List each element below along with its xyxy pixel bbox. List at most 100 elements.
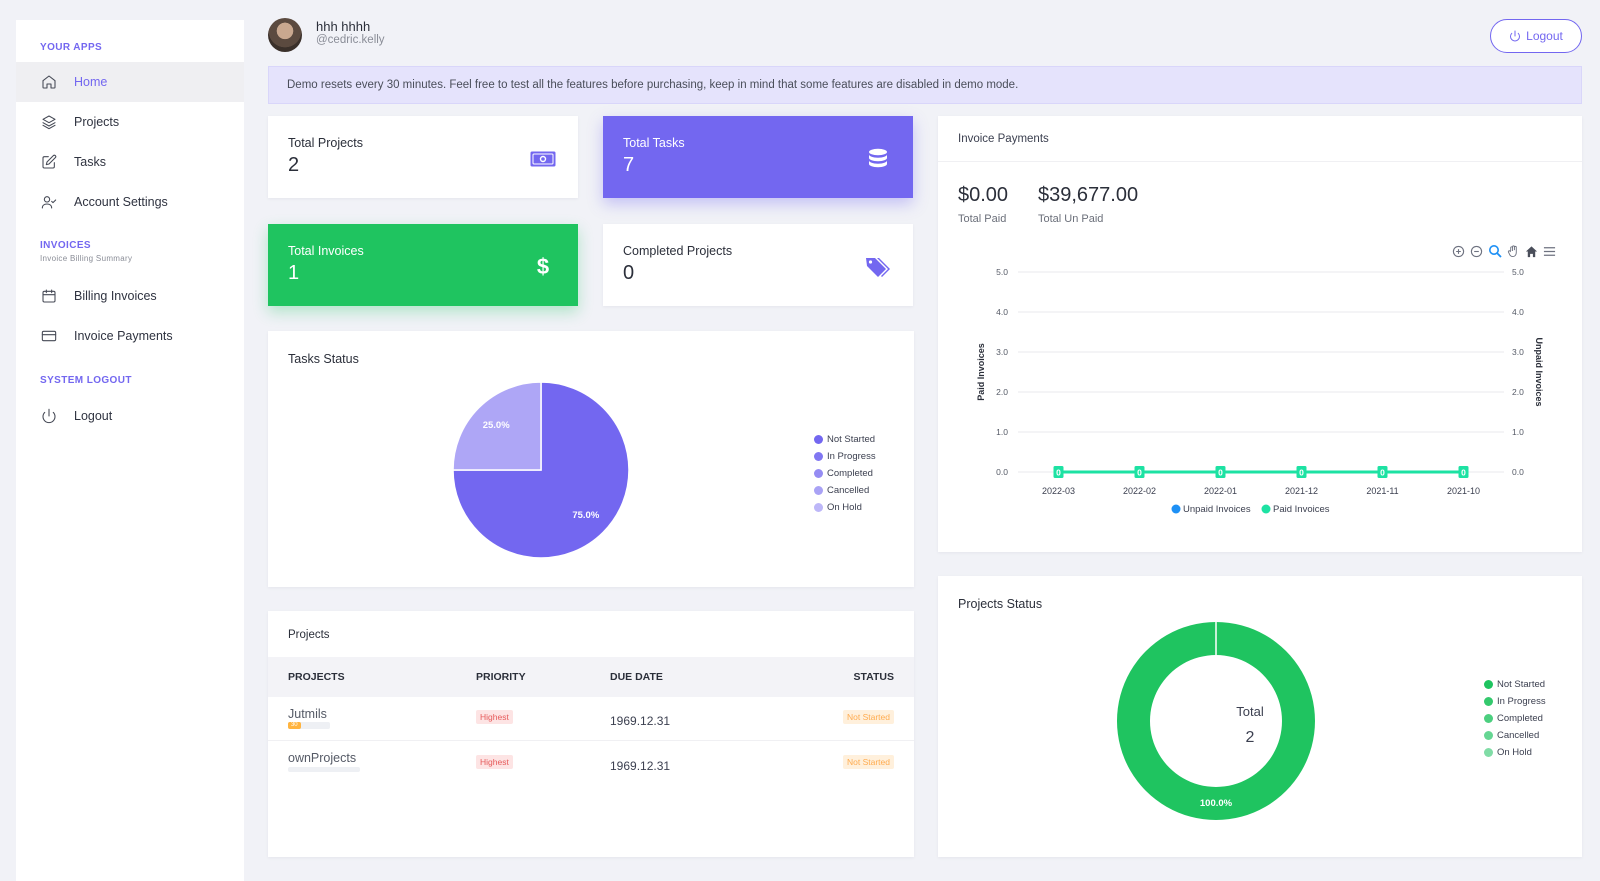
sidebar-item-label: Home: [74, 75, 108, 89]
legend-item[interactable]: In Progress: [1484, 693, 1546, 710]
legend-label: In Progress: [827, 451, 876, 462]
tasks-status-pie-chart: 75.0% 25.0%: [452, 381, 630, 559]
sidebar-item-billing-invoices[interactable]: Billing Invoices: [16, 276, 244, 316]
due-date: 1969.12.31: [610, 714, 671, 728]
pie-slice-completed[interactable]: [452, 381, 542, 471]
section-title: INVOICES: [40, 240, 91, 251]
stat-label: Completed Projects: [623, 244, 733, 258]
calendar-icon: [40, 287, 58, 305]
data-label-box: [1458, 466, 1469, 478]
data-label: 0: [1218, 468, 1223, 478]
y-tick-label-left: 1.0: [996, 427, 1008, 437]
legend-label: Cancelled: [1497, 730, 1540, 741]
sidebar-item-tasks[interactable]: Tasks: [16, 142, 244, 182]
card-title: Projects Status: [958, 597, 1043, 611]
projects-table-card: Projects PROJECTS PRIORITY DUE DATE STAT…: [268, 611, 914, 857]
legend-dot: [814, 486, 823, 495]
x-tick-label: 2021-10: [1447, 486, 1480, 496]
legend-dot: [814, 469, 823, 478]
x-tick-label: 2022-02: [1123, 486, 1156, 496]
legend-item[interactable]: Completed: [1484, 710, 1546, 727]
invoice-line-chart: 0.0 0.0 1.0 1.0 2.0 2.0 3.0 3.0 4.0 4.0 5.0 5.0 Paid…: [976, 267, 1544, 515]
sidebar-item-home[interactable]: Home: [16, 62, 244, 102]
zoom-in-icon[interactable]: [1452, 245, 1465, 258]
stat-label: Total Projects: [288, 136, 364, 150]
donut-slice-label: 100.0%: [1200, 798, 1233, 809]
y-tick-label-right: 4.0: [1512, 307, 1524, 317]
project-name[interactable]: Jutmils: [288, 707, 327, 721]
y-tick-label-right: 5.0: [1512, 267, 1524, 277]
layers-icon: [40, 113, 58, 131]
table-row[interactable]: Jutmils 30 Highest 1969.12.31 Not Starte…: [268, 697, 914, 741]
pan-hand-icon[interactable]: [1507, 244, 1520, 258]
data-label-box: [1296, 466, 1307, 478]
legend-item[interactable]: Not Started: [814, 431, 876, 448]
project-progress-bar: 30: [288, 722, 330, 729]
donut-slice-not-started[interactable]: [1116, 622, 1315, 820]
data-label-box: [1215, 466, 1226, 478]
tags-icon: [865, 256, 891, 278]
reset-home-icon[interactable]: [1525, 245, 1538, 258]
legend-dot: [1484, 748, 1493, 757]
due-date: 1969.12.31: [610, 759, 671, 773]
x-tick-label: 2021-12: [1285, 486, 1318, 496]
avatar[interactable]: [268, 18, 302, 52]
sidebar-item-logout[interactable]: Logout: [16, 396, 244, 436]
user-handle: @cedric.kelly: [316, 34, 385, 46]
legend-item[interactable]: Not Started: [1484, 676, 1546, 693]
priority-badge: Highest: [476, 710, 513, 724]
legend-item[interactable]: Cancelled: [814, 482, 876, 499]
pie-slice-label: 75.0%: [572, 510, 599, 521]
sidebar-item-label: Tasks: [74, 155, 106, 169]
projects-status-donut-chart: 100.0%: [1116, 622, 1315, 820]
donut-center-label: Total: [1236, 704, 1264, 719]
logout-button-label: Logout: [1526, 29, 1563, 43]
section-subtitle: Invoice Billing Summary: [40, 254, 133, 263]
sidebar-item-invoice-payments[interactable]: Invoice Payments: [16, 316, 244, 356]
total-paid-label: Total Paid: [958, 213, 1007, 225]
project-name[interactable]: ownProjects: [288, 751, 357, 765]
y-axis-label-left: Paid Invoices: [976, 343, 986, 401]
zoom-select-icon[interactable]: [1488, 244, 1502, 258]
card-title: Invoice Payments: [958, 133, 1049, 145]
zoom-out-icon[interactable]: [1470, 245, 1483, 258]
card-title: Projects: [288, 629, 330, 641]
sidebar-item-label: Projects: [74, 115, 120, 129]
legend-label[interactable]: Paid Invoices: [1273, 504, 1330, 515]
stat-card-total-invoices: Total Invoices 1 $: [268, 224, 578, 306]
col-due-date[interactable]: DUE DATE: [610, 671, 663, 683]
sidebar-item-label: Logout: [74, 409, 113, 423]
money-bill-icon: [530, 148, 556, 170]
logout-button[interactable]: Logout: [1490, 19, 1582, 53]
database-icon: [865, 148, 891, 170]
table-row[interactable]: ownProjects Highest 1969.12.31 Not Start…: [268, 742, 914, 786]
stat-value: 1: [288, 262, 300, 284]
legend-dot: [1484, 697, 1493, 706]
col-projects[interactable]: PROJECTS: [288, 671, 345, 683]
power-icon: [1510, 30, 1521, 42]
legend-label: Not Started: [827, 434, 876, 445]
home-icon: [40, 73, 58, 91]
legend-item[interactable]: In Progress: [814, 448, 876, 465]
legend-item[interactable]: On Hold: [1484, 744, 1546, 761]
projects-status-legend: Not Started In Progress Completed Cancel…: [1484, 676, 1546, 761]
data-label: 0: [1380, 468, 1385, 478]
legend-label[interactable]: Unpaid Invoices: [1183, 504, 1251, 515]
sidebar-section-system-logout: SYSTEM LOGOUT: [40, 375, 132, 386]
total-paid-block: $0.00 Total Paid: [958, 184, 1008, 225]
tasks-status-card: Tasks Status 75.0% 25.0% Not Started In P…: [268, 331, 914, 587]
sidebar-item-label: Account Settings: [74, 195, 168, 209]
legend-dot: [1484, 680, 1493, 689]
col-priority[interactable]: PRIORITY: [476, 671, 526, 683]
sidebar-item-projects[interactable]: Projects: [16, 102, 244, 142]
legend-item[interactable]: Cancelled: [1484, 727, 1546, 744]
col-status[interactable]: STATUS: [853, 671, 894, 683]
legend-item[interactable]: Completed: [814, 465, 876, 482]
project-progress-bar: [288, 767, 360, 772]
menu-icon[interactable]: [1543, 245, 1556, 258]
sidebar-item-account-settings[interactable]: Account Settings: [16, 182, 244, 222]
y-tick-label-left: 2.0: [996, 387, 1008, 397]
table-header: PROJECTS PRIORITY DUE DATE STATUS: [268, 657, 914, 697]
power-icon: [40, 407, 58, 425]
legend-item[interactable]: On Hold: [814, 499, 876, 516]
